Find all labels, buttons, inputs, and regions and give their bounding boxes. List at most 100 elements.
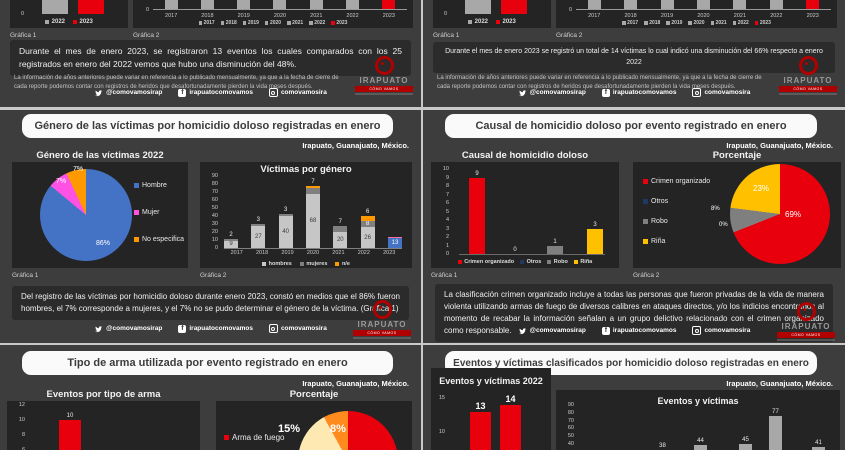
legend-item: Otros bbox=[643, 198, 710, 205]
twitter-label: @comovamosirap bbox=[106, 325, 163, 332]
axis-tick: 70 bbox=[567, 417, 574, 424]
bar-label: 0 bbox=[513, 247, 517, 253]
legend-item: 2018 bbox=[220, 20, 237, 26]
axis-tick: 5 bbox=[435, 0, 447, 2]
bar bbox=[309, 0, 323, 9]
legend-label: Otros bbox=[651, 198, 669, 205]
bar bbox=[806, 0, 820, 9]
legend-label: hombres bbox=[268, 261, 292, 267]
axis-tick: 0 bbox=[214, 245, 218, 251]
x-axis-label: 2020 bbox=[697, 13, 710, 19]
legend-label: Otros bbox=[526, 259, 542, 265]
legend-item: Robo bbox=[547, 259, 568, 265]
x-axis-label: 2022 bbox=[770, 13, 783, 19]
legend-swatch bbox=[335, 262, 340, 266]
chart-legend: 2022 2023 bbox=[10, 19, 128, 25]
logo-tagline bbox=[779, 93, 837, 95]
bar bbox=[465, 0, 491, 14]
legend-item: n/e bbox=[335, 261, 350, 267]
x-axis-label: 2019 bbox=[237, 13, 250, 19]
bar-segment bbox=[224, 239, 238, 241]
card-eventos-victimas: Eventos y víctimas clasificados por homi… bbox=[423, 345, 845, 450]
axis-tick: 0 bbox=[445, 251, 449, 257]
bar bbox=[346, 0, 360, 9]
instagram-icon bbox=[692, 88, 702, 97]
twitter-handle: @comovamosirap bbox=[94, 89, 162, 97]
year-compare-bar-chart bbox=[10, 0, 128, 14]
twitter-icon bbox=[518, 89, 526, 96]
legend-swatch bbox=[644, 21, 648, 25]
axis-tick: 5 bbox=[445, 208, 449, 215]
legend-swatch bbox=[710, 21, 715, 25]
bar-label: 45 bbox=[742, 437, 749, 443]
bar-label: 9 bbox=[475, 170, 479, 177]
arma-pie-chart bbox=[298, 411, 398, 450]
legend-label: No especifica bbox=[142, 236, 185, 243]
axis-tick: 8 bbox=[445, 183, 449, 189]
legend-item: Arma de fuego bbox=[224, 433, 284, 442]
instagram-icon bbox=[268, 324, 278, 333]
legend-item: 2022 bbox=[732, 20, 749, 26]
legend-label: 2021 bbox=[715, 20, 727, 26]
legend-swatch bbox=[309, 21, 313, 25]
bar bbox=[501, 0, 527, 14]
years-legend: 2017 2018 2019 2020 2021 2022 2023 bbox=[133, 20, 413, 26]
chart-title: Víctimas por género bbox=[260, 164, 352, 175]
chart-caption: Gráfica 1 bbox=[10, 32, 37, 39]
legend-swatch bbox=[45, 20, 50, 24]
axis-tick: 30 bbox=[211, 221, 218, 227]
legend-swatch bbox=[732, 21, 737, 25]
bar bbox=[273, 0, 287, 9]
chart-legend: Crimen organizado Otros Robo Riña bbox=[431, 259, 619, 265]
legend-item: 2020 bbox=[688, 20, 705, 26]
location-label: Irapuato, Guanajuato, México. bbox=[726, 379, 833, 388]
instagram-icon bbox=[692, 326, 702, 335]
chart-legend: hombres mujeres n/e bbox=[200, 261, 412, 267]
bar bbox=[237, 0, 251, 9]
pie-label: 7% bbox=[56, 178, 67, 185]
bar bbox=[694, 445, 707, 450]
bar bbox=[200, 0, 214, 9]
x-axis-label: 2020 bbox=[273, 13, 287, 19]
legend-label: Arma de fuego bbox=[232, 433, 285, 442]
twitter-handle: @comovamosirap bbox=[94, 325, 162, 333]
bar-segment: 40 bbox=[278, 216, 293, 248]
legend-swatch bbox=[457, 260, 462, 264]
bar-label: 13 bbox=[475, 400, 486, 411]
pie-legend: Hombre Mujer No especifica bbox=[134, 182, 184, 243]
legend-swatch bbox=[134, 183, 139, 188]
axis-tick: 15 bbox=[438, 395, 445, 401]
instagram-label: comovamosira bbox=[704, 327, 751, 334]
legend-label: 2023 bbox=[759, 20, 771, 26]
axis-tick: 0 bbox=[443, 11, 447, 17]
x-axis-label: 2023 bbox=[382, 13, 395, 19]
logo-banner: CÓMO VAMOS bbox=[779, 86, 837, 92]
bar bbox=[812, 447, 825, 450]
x-axis-label: 2023 bbox=[383, 250, 396, 256]
chart-caption: Gráfica 1 bbox=[12, 272, 39, 279]
legend-swatch bbox=[468, 20, 473, 24]
facebook-handle: irapuatocomovamos bbox=[601, 326, 676, 335]
bar-segment bbox=[360, 216, 375, 221]
logo-name: IRAPUATO bbox=[783, 76, 833, 85]
x-axis-label: 2021 bbox=[332, 250, 345, 256]
chart-title: Porcentaje bbox=[712, 150, 762, 161]
legend-swatch bbox=[643, 239, 648, 244]
bar bbox=[42, 0, 68, 14]
axis-tick: 10 bbox=[442, 166, 449, 172]
x-axis-label: 2017 bbox=[230, 250, 243, 256]
legend-label: Mujer bbox=[142, 209, 160, 216]
location-label: Irapuato, Guanajuato, México. bbox=[302, 379, 409, 388]
legend-item: mujeres bbox=[299, 261, 327, 267]
bar-label: 7 bbox=[311, 179, 315, 186]
axis-tick: 50 bbox=[211, 205, 218, 211]
irapuato-logo: IRAPUATO CÓMO VAMOS bbox=[353, 300, 411, 339]
legend-label: 2018 bbox=[649, 20, 661, 26]
instagram-label: comovamosira bbox=[280, 89, 327, 96]
bar-label: 10 bbox=[66, 413, 74, 419]
legend-item: 2021 bbox=[287, 20, 303, 26]
logo-banner: CÓMO VAMOS bbox=[777, 332, 835, 338]
legend-label: 2021 bbox=[292, 20, 304, 26]
